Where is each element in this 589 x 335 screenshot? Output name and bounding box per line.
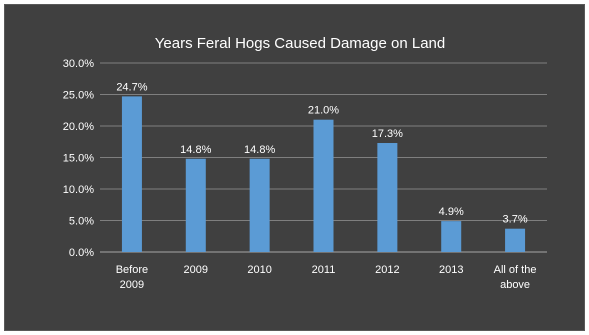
bar [505, 228, 526, 252]
data-label: 21.0% [308, 105, 339, 117]
y-tick-label: 15.0% [63, 153, 94, 165]
chart-title: Years Feral Hogs Caused Damage on Land [155, 35, 445, 52]
data-label: 3.7% [503, 214, 528, 226]
bar [121, 96, 142, 252]
x-tick-label: 2009 [184, 264, 208, 276]
x-tick-label: 2013 [439, 264, 463, 276]
data-label: 14.8% [244, 144, 275, 156]
bar [249, 158, 270, 252]
x-tick-label: Before 2009 [116, 264, 148, 291]
bar [313, 119, 334, 252]
chart-frame [4, 4, 585, 331]
y-tick-label: 25.0% [63, 90, 94, 102]
x-tick-label: 2012 [375, 264, 399, 276]
data-label: 24.7% [116, 81, 147, 93]
y-tick-label: 5.0% [69, 216, 94, 228]
bar [185, 158, 206, 252]
y-tick-label: 0.0% [69, 247, 94, 259]
data-label: 4.9% [439, 206, 464, 218]
x-tick-label: 2010 [247, 264, 271, 276]
x-tick-label: All of the above [494, 264, 537, 291]
y-tick-label: 30.0% [63, 58, 94, 70]
y-tick-label: 20.0% [63, 121, 94, 133]
data-label: 17.3% [372, 128, 403, 140]
bar [441, 221, 462, 252]
x-tick-label: 2011 [312, 264, 336, 276]
data-label: 14.8% [180, 144, 211, 156]
bar [377, 143, 398, 252]
y-tick-label: 10.0% [63, 184, 94, 196]
